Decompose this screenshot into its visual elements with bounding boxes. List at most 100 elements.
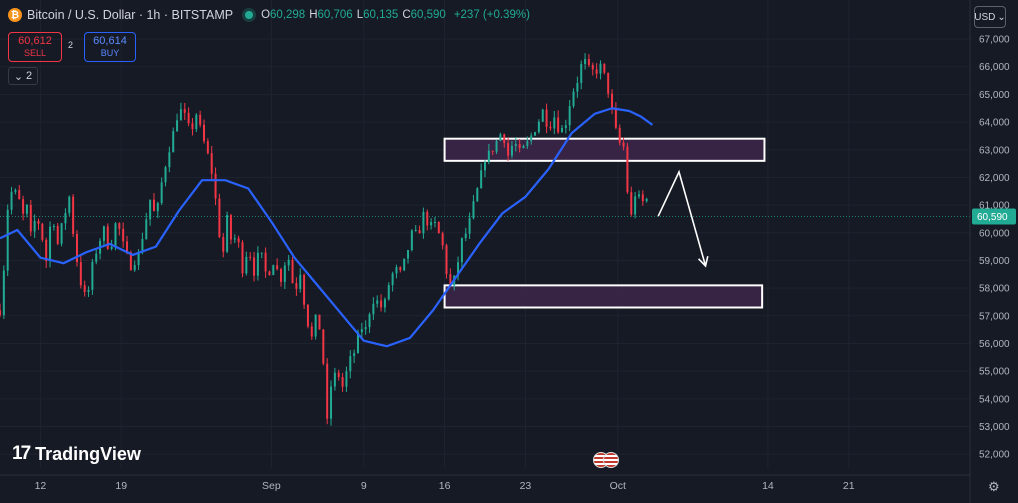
tradingview-logo[interactable]: 17 TradingView bbox=[12, 443, 141, 465]
tradingview-logo-text: TradingView bbox=[35, 443, 141, 464]
indicators-toggle[interactable]: ⌄ 2 bbox=[8, 67, 38, 85]
buy-button[interactable]: 60,614 BUY bbox=[84, 32, 136, 62]
candle-body bbox=[52, 225, 55, 227]
candle-body bbox=[149, 199, 152, 220]
candle-body bbox=[326, 363, 329, 419]
candle-body bbox=[587, 59, 590, 65]
candle-body bbox=[318, 314, 321, 330]
price-change: +237 (+0.39%) bbox=[453, 9, 530, 21]
candle-body bbox=[457, 262, 460, 276]
ohlc-low: L60,135 bbox=[356, 9, 399, 21]
buy-price: 60,614 bbox=[93, 35, 127, 47]
drawing-arrow[interactable] bbox=[657, 169, 709, 268]
candle-body bbox=[487, 150, 490, 163]
y-tick-label: 61,000 bbox=[979, 201, 1010, 212]
candle-body bbox=[25, 204, 28, 214]
candle-body bbox=[191, 123, 194, 130]
economic-events[interactable] bbox=[593, 452, 619, 468]
candle-body bbox=[507, 143, 510, 156]
symbol-title[interactable]: Bitcoin / U.S. Dollar · 1h · BITSTAMP bbox=[27, 8, 234, 22]
candle-body bbox=[279, 269, 282, 282]
candle-body bbox=[395, 267, 398, 274]
price-axis[interactable]: 52,000 53,000 54,000 55,000 56,000 57,000 58,0… bbox=[969, 0, 1018, 503]
supply-demand-zones[interactable] bbox=[443, 137, 766, 309]
candle-body bbox=[345, 371, 348, 387]
candle-body bbox=[18, 190, 21, 200]
currency-select[interactable]: USD ⌄ bbox=[974, 6, 1006, 28]
candle-body bbox=[49, 226, 52, 262]
candle-body bbox=[383, 299, 386, 308]
candle-body bbox=[249, 256, 252, 258]
candle-body bbox=[399, 267, 402, 271]
candle-body bbox=[102, 226, 105, 241]
candle-body bbox=[333, 372, 336, 387]
candle-body bbox=[603, 63, 606, 73]
sell-price: 60,612 bbox=[18, 35, 52, 47]
market-open-indicator bbox=[245, 11, 254, 19]
y-tick-label: 55,000 bbox=[979, 367, 1010, 378]
candle-body bbox=[618, 127, 621, 143]
candle-body bbox=[430, 222, 433, 226]
y-tick-label: 58,000 bbox=[979, 284, 1010, 295]
candle-body bbox=[449, 274, 452, 286]
candle-body bbox=[87, 289, 90, 292]
candle-body bbox=[522, 145, 525, 149]
candle-body bbox=[272, 265, 275, 276]
candle-body bbox=[634, 196, 637, 215]
candle-body bbox=[106, 226, 109, 249]
candle-body bbox=[56, 225, 59, 244]
candle-body bbox=[126, 241, 129, 253]
candle-body bbox=[472, 201, 475, 219]
candle-body bbox=[214, 173, 217, 199]
candle-body bbox=[237, 238, 240, 243]
candle-body bbox=[480, 170, 483, 189]
ohlc-high: H60,706 bbox=[309, 9, 353, 21]
candle-body bbox=[476, 188, 479, 202]
candle-body bbox=[210, 153, 213, 174]
candle-body bbox=[199, 114, 202, 125]
candle-body bbox=[110, 247, 113, 249]
candle-body bbox=[491, 150, 494, 152]
tradingview-logo-icon: 17 bbox=[12, 443, 31, 464]
zone-rectangle bbox=[443, 137, 766, 162]
candle-body bbox=[591, 64, 594, 70]
candle-body bbox=[330, 386, 333, 419]
us-flag-icon[interactable] bbox=[603, 452, 619, 468]
sell-label: SELL bbox=[23, 48, 47, 58]
candle-body bbox=[241, 242, 244, 274]
candle-body bbox=[114, 223, 117, 248]
y-tick-label: 65,000 bbox=[979, 90, 1010, 101]
candle-body bbox=[626, 146, 629, 193]
y-tick-label: 52,000 bbox=[979, 450, 1010, 461]
candle-body bbox=[426, 211, 429, 226]
time-axis[interactable]: 12 19 Sep 9 16 23 Oct 14 21 bbox=[0, 474, 970, 492]
candle-body bbox=[445, 245, 448, 275]
ma-line bbox=[0, 107, 654, 348]
candle-body bbox=[68, 196, 71, 214]
y-tick-label: 66,000 bbox=[979, 62, 1010, 73]
x-tick-label: 12 bbox=[35, 480, 47, 492]
candle-body bbox=[322, 329, 325, 364]
x-tick-label: 21 bbox=[843, 480, 855, 492]
candle-body bbox=[611, 93, 614, 108]
sell-button[interactable]: 60,612 SELL bbox=[8, 32, 62, 62]
y-tick-label: 59,000 bbox=[979, 256, 1010, 267]
chart-legend: ₿ Bitcoin / U.S. Dollar · 1h · BITSTAMP … bbox=[8, 8, 530, 22]
candle-body bbox=[129, 252, 132, 271]
y-tick-label: 64,000 bbox=[979, 118, 1010, 129]
candle-body bbox=[437, 221, 440, 234]
bitcoin-icon: ₿ bbox=[8, 8, 22, 22]
candle-body bbox=[433, 221, 436, 223]
candle-body bbox=[306, 304, 309, 327]
candle-body bbox=[41, 223, 44, 240]
gear-icon[interactable]: ⚙ bbox=[988, 479, 1000, 494]
candle-body bbox=[268, 271, 271, 276]
candle-body bbox=[460, 238, 463, 263]
zone-rectangle bbox=[443, 284, 764, 309]
candle-body bbox=[79, 262, 82, 286]
candle-body bbox=[503, 134, 506, 144]
candle-body bbox=[172, 131, 175, 153]
candle-body bbox=[276, 265, 279, 270]
candle-body bbox=[14, 190, 17, 192]
